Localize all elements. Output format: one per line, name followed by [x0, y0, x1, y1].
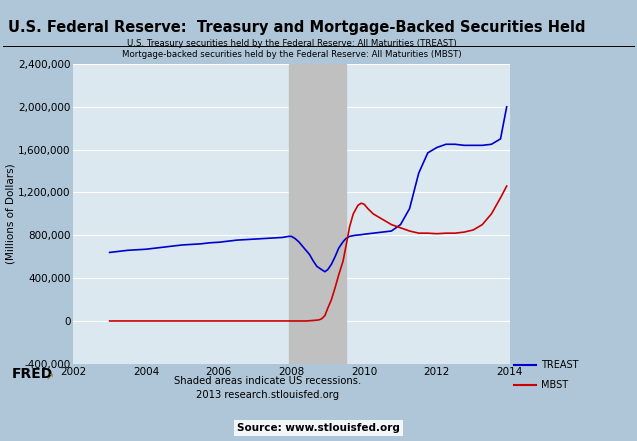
Text: U.S. Federal Reserve:  Treasury and Mortgage-Backed Securities Held: U.S. Federal Reserve: Treasury and Mortg…: [8, 20, 585, 35]
Text: ↗: ↗: [46, 372, 54, 382]
Text: TREAST: TREAST: [541, 360, 579, 370]
Text: FRED: FRED: [11, 367, 53, 381]
Text: U.S. Treasury securities held by the Federal Reserve: All Maturities (TREAST)
Mo: U.S. Treasury securities held by the Fed…: [122, 39, 461, 60]
Text: MBST: MBST: [541, 380, 569, 389]
Text: 2013 research.stlouisfed.org: 2013 research.stlouisfed.org: [196, 390, 339, 400]
Bar: [289, 64, 346, 364]
Y-axis label: (Millions of Dollars): (Millions of Dollars): [5, 164, 15, 264]
Text: Shaded areas indicate US recessions.: Shaded areas indicate US recessions.: [174, 376, 361, 386]
Text: Source: www.stlouisfed.org: Source: www.stlouisfed.org: [237, 423, 400, 433]
